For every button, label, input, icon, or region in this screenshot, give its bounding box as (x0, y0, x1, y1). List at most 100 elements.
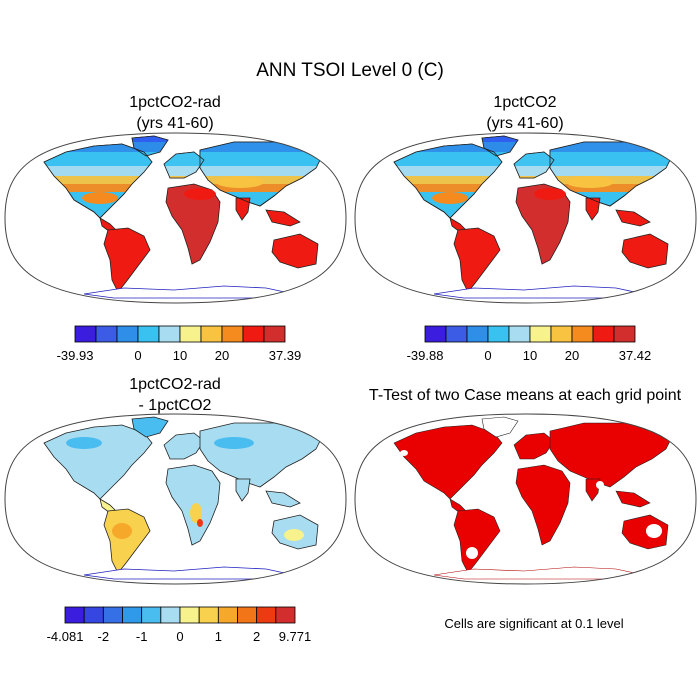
central-asia-warm-region (216, 176, 264, 188)
latitude-band (44, 166, 322, 176)
colorbar-swatch (275, 606, 296, 624)
colorbar-swatch (487, 325, 510, 343)
continent-southeast-asia (265, 490, 301, 508)
colorbar-swatch (550, 325, 573, 343)
colorbar-swatch (263, 325, 286, 343)
continent-southeast-asia (615, 490, 651, 508)
colorbar-swatch (141, 606, 162, 624)
colorbar-tick-label: 37.42 (619, 348, 652, 363)
colorbar-swatch (613, 325, 636, 343)
colorbar-3: -4.081 -2 -1 0 1 2 9.771 (47, 606, 312, 644)
difference-anomaly-patch (112, 523, 132, 539)
difference-anomaly-patch (284, 529, 304, 541)
panel1-title-line2: (yrs 41-60) (136, 115, 214, 132)
colorbar-swatch (242, 325, 265, 343)
colorbar-tick-label: 1 (215, 629, 222, 644)
difference-anomaly-patch (197, 519, 203, 527)
colorbar-swatch (160, 606, 181, 624)
continent-southeast-asia (615, 209, 651, 227)
panel1-title: 1pctCO2-rad (yrs 41-60) (45, 92, 305, 134)
colorbar-tick-label: 9.771 (279, 629, 312, 644)
colorbar-swatch (179, 325, 202, 343)
colorbar-tick-label: 10 (523, 348, 537, 363)
colorbar-tick-label: -39.93 (57, 348, 94, 363)
colorbar-tick-label: 0 (176, 629, 183, 644)
colorbar-tick-label: -2 (98, 629, 110, 644)
map-panel-difference (4, 413, 347, 585)
colorbar-swatch (221, 325, 244, 343)
continent-south-america (453, 227, 501, 293)
difference-anomaly-patch (214, 437, 254, 449)
panel1-title-line1: 1pctCO2-rad (129, 94, 221, 111)
continent-africa (165, 183, 221, 265)
continent-north-america (43, 424, 153, 500)
non-significant-area (646, 524, 662, 538)
map-outline (354, 413, 697, 585)
colorbar-tick-label: -4.081 (47, 629, 84, 644)
map-outline (354, 132, 697, 304)
continent-australia (621, 514, 669, 550)
colorbar-swatch (237, 606, 258, 624)
panel3-title-line2: - 1pctCO2 (138, 397, 212, 414)
colorbar-tick-label: -39.88 (407, 348, 444, 363)
colorbar-swatch (508, 325, 531, 343)
panel3-title-line1: 1pctCO2-rad (129, 376, 221, 393)
latitude-band (394, 152, 672, 166)
panel2-title-line2: (yrs 41-60) (486, 115, 564, 132)
latitude-band (394, 142, 672, 152)
colorbar-swatch (571, 325, 594, 343)
colorbar-swatch (529, 325, 552, 343)
figure-title: ANN TSOI Level 0 (C) (256, 60, 444, 81)
colorbar-swatch (466, 325, 489, 343)
map-outline (4, 132, 347, 304)
map-outline (4, 413, 347, 585)
colorbar-swatch (424, 325, 447, 343)
colorbar-tick-label: 20 (215, 348, 229, 363)
colorbar-swatch (83, 606, 104, 624)
map-panel-ttest (354, 413, 697, 585)
panel4-title: T-Test of two Case means at each grid po… (350, 385, 700, 406)
continent-africa (515, 464, 571, 546)
colorbar-swatch (198, 606, 219, 624)
panel2-title-line1: 1pctCO2 (493, 94, 557, 111)
colorbar-tick-label: 0 (134, 348, 141, 363)
colorbar-swatch (95, 325, 118, 343)
colorbar-swatch (74, 325, 97, 343)
panel2-title: 1pctCO2 (yrs 41-60) (395, 92, 655, 134)
significance-note: Cells are significant at 0.1 level (444, 616, 624, 631)
continent-africa (515, 183, 571, 265)
colorbar-swatch (116, 325, 139, 343)
difference-anomaly-patch (66, 437, 102, 449)
difference-anomaly-patch (190, 503, 202, 523)
continent-south-america (103, 227, 151, 293)
non-significant-area (492, 418, 512, 428)
continent-south-america (453, 508, 501, 574)
latitude-band (44, 142, 322, 152)
colorbar-tick-label: 2 (253, 629, 260, 644)
south-north-america-warm-region (82, 192, 118, 204)
central-asia-warm-region (566, 176, 614, 188)
continent-australia (621, 233, 669, 269)
map-panel-1pct (354, 132, 697, 304)
continent-south-america (103, 508, 151, 574)
colorbar-swatch (64, 606, 85, 624)
continent-india (235, 197, 251, 221)
continent-india (235, 478, 251, 502)
colorbar-swatch (158, 325, 181, 343)
map-panel-1rad (4, 132, 347, 304)
continent-europe (163, 432, 205, 460)
colorbar-swatch (256, 606, 277, 624)
colorbar-swatch (102, 606, 123, 624)
colorbar-swatch (592, 325, 615, 343)
colorbar-swatch (445, 325, 468, 343)
colorbar-tick-label: 20 (565, 348, 579, 363)
sahara-warm-region (184, 188, 216, 200)
panel3-title: 1pctCO2-rad - 1pctCO2 (45, 374, 305, 416)
sahara-warm-region (534, 188, 566, 200)
colorbar-swatch (179, 606, 200, 624)
south-north-america-warm-region (432, 192, 468, 204)
colorbar-swatch (200, 325, 223, 343)
latitude-band (44, 152, 322, 166)
non-significant-area (466, 547, 478, 559)
continent-australia (271, 233, 319, 269)
